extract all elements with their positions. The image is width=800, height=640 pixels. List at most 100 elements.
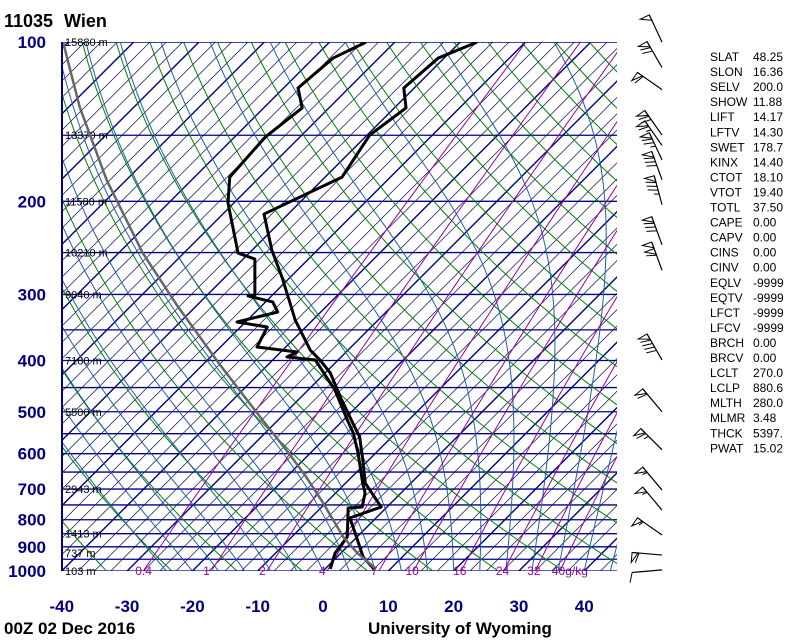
index-name: LFTV bbox=[710, 125, 739, 139]
isotherm-line bbox=[62, 42, 216, 196]
wind-barb bbox=[636, 40, 663, 68]
dry-adiabat-line bbox=[216, 42, 617, 484]
index-name: CINV bbox=[710, 261, 739, 275]
mixing-ratio-line bbox=[503, 360, 617, 571]
barb-full bbox=[640, 339, 651, 343]
wind-barb bbox=[638, 14, 663, 43]
index-value: 15.02 bbox=[753, 441, 783, 455]
index-name: EQTV bbox=[710, 291, 743, 305]
index-value: 200.0 bbox=[753, 80, 783, 94]
wind-barb bbox=[640, 150, 663, 180]
wind-barb bbox=[634, 109, 663, 136]
barb-half bbox=[642, 491, 648, 495]
isotherm-line bbox=[355, 309, 617, 571]
index-name: LIFT bbox=[710, 110, 735, 124]
pressure-tick-label: 500 bbox=[18, 403, 46, 422]
barb-full bbox=[641, 138, 653, 142]
index-name: CAPE bbox=[710, 216, 743, 230]
wind-barb bbox=[629, 569, 663, 583]
mixing-ratio-label: 24 bbox=[496, 564, 510, 578]
isotherm-line bbox=[387, 341, 617, 571]
isotherm-line bbox=[62, 42, 592, 571]
pressure-tick-label: 1000 bbox=[8, 562, 46, 581]
isotherm-line bbox=[110, 64, 617, 571]
barb-pennant bbox=[638, 132, 653, 139]
index-name: TOTL bbox=[710, 201, 741, 215]
pressure-tick-label: 200 bbox=[18, 192, 46, 211]
mixing-ratio-label: 10 bbox=[405, 564, 419, 578]
index-name: LCLP bbox=[710, 381, 740, 395]
barb-pennant bbox=[642, 175, 657, 183]
barb-full bbox=[646, 254, 657, 257]
wind-barb bbox=[633, 486, 663, 511]
index-name: PWAT bbox=[710, 441, 744, 455]
index-value: -9999 bbox=[753, 321, 784, 335]
height-label: 10210 m bbox=[65, 248, 108, 260]
mixing-ratio-line bbox=[413, 229, 617, 571]
moist-adiabat-line bbox=[439, 42, 556, 571]
barb-pennant bbox=[638, 14, 653, 21]
index-name: EQLV bbox=[710, 276, 741, 290]
footer-datetime: 00Z 02 Dec 2016 bbox=[4, 619, 135, 638]
moist-adiabat-line bbox=[62, 405, 193, 571]
isotherm-line bbox=[143, 96, 617, 571]
mixing-ratio-label: 2 bbox=[259, 564, 266, 578]
dry-adiabat-line bbox=[318, 42, 617, 368]
barb-full bbox=[634, 76, 644, 84]
moist-adiabat-line bbox=[62, 278, 272, 571]
barb-staff bbox=[632, 569, 663, 574]
barb-pennant bbox=[634, 120, 650, 128]
isotherm-line bbox=[62, 42, 412, 392]
barb-half bbox=[650, 145, 656, 148]
isotherm-line bbox=[62, 42, 526, 507]
index-value: 14.40 bbox=[753, 155, 783, 169]
isotherm-line bbox=[62, 42, 298, 278]
temperature-tick-label: -40 bbox=[50, 597, 75, 616]
index-name: MLMR bbox=[710, 411, 746, 425]
mixing-ratio-label: 4 bbox=[319, 564, 326, 578]
wind-barb bbox=[642, 175, 663, 205]
isotherm-line bbox=[502, 456, 617, 571]
index-name: THCK bbox=[710, 426, 743, 440]
index-value: 16.36 bbox=[753, 65, 783, 79]
isotherm-line bbox=[62, 42, 183, 164]
height-label: 1413 m bbox=[65, 529, 102, 541]
index-value: 270.0 bbox=[753, 366, 783, 380]
moist-adiabat-line bbox=[62, 325, 246, 571]
isotherm-line bbox=[62, 42, 575, 555]
pressure-tick-label: 900 bbox=[18, 538, 46, 557]
isotherm-line bbox=[94, 47, 617, 571]
wind-barb bbox=[630, 551, 663, 565]
isotherm-line bbox=[469, 423, 617, 571]
isotherm-line bbox=[224, 178, 617, 571]
wind-barb bbox=[640, 215, 663, 246]
dry-adiabat-line bbox=[62, 197, 369, 571]
wind-barb bbox=[632, 427, 663, 451]
isotherm-line bbox=[62, 42, 542, 523]
barb-full bbox=[637, 393, 648, 399]
isotherm-line bbox=[420, 374, 617, 571]
isotherm-line bbox=[518, 471, 617, 571]
isotherm-line bbox=[453, 406, 617, 571]
isotherm-line bbox=[241, 194, 617, 571]
index-value: 280.0 bbox=[753, 396, 783, 410]
isotherm-line bbox=[0, 42, 3, 571]
barb-pennant bbox=[640, 150, 655, 158]
barb-half bbox=[643, 435, 649, 440]
index-name: LFCT bbox=[710, 306, 741, 320]
barb-full bbox=[646, 349, 657, 354]
temperature-tick-label: 40 bbox=[575, 597, 594, 616]
isotherm-line bbox=[191, 145, 617, 571]
pressure-tick-label: 800 bbox=[18, 511, 46, 530]
barb-half bbox=[645, 129, 652, 132]
index-value: 14.17 bbox=[753, 110, 783, 124]
isotherm-line bbox=[62, 42, 559, 539]
barb-full bbox=[629, 572, 633, 583]
temperature-trace bbox=[262, 42, 478, 570]
isotherm-line bbox=[62, 42, 330, 311]
sounding-traces bbox=[62, 42, 478, 570]
barb-full bbox=[636, 433, 646, 439]
index-value: 0.00 bbox=[753, 336, 777, 350]
isotherm-line bbox=[290, 243, 617, 571]
moist-adiabat-line bbox=[62, 367, 219, 571]
